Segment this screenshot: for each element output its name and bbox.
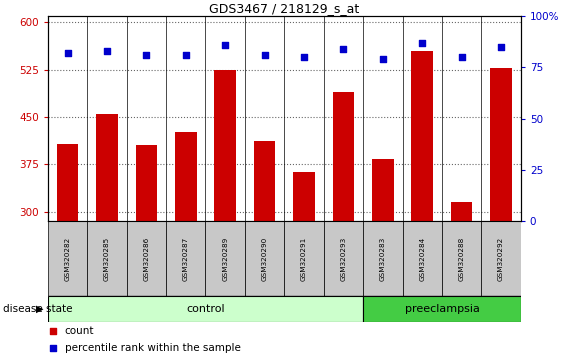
Text: preeclampsia: preeclampsia <box>405 304 479 314</box>
Bar <box>245 221 284 296</box>
Text: GSM320289: GSM320289 <box>222 236 228 280</box>
Bar <box>490 68 512 221</box>
Text: GSM320286: GSM320286 <box>144 236 149 280</box>
Bar <box>403 221 442 296</box>
Text: percentile rank within the sample: percentile rank within the sample <box>65 343 240 353</box>
Bar <box>96 114 118 221</box>
Text: control: control <box>186 304 225 314</box>
Point <box>49 328 58 334</box>
Bar <box>363 221 403 296</box>
Text: GSM320293: GSM320293 <box>341 236 346 280</box>
Bar <box>333 92 354 221</box>
Point <box>260 52 269 58</box>
Bar <box>293 172 315 221</box>
Bar <box>481 221 521 296</box>
Text: GSM320284: GSM320284 <box>419 236 425 280</box>
Text: GSM320292: GSM320292 <box>498 236 504 280</box>
Point <box>497 44 506 50</box>
Bar <box>166 221 205 296</box>
Point <box>221 42 230 47</box>
Bar <box>372 159 394 221</box>
Bar <box>127 221 166 296</box>
Text: GSM320285: GSM320285 <box>104 236 110 280</box>
Bar <box>175 132 196 221</box>
Bar <box>87 221 127 296</box>
Point <box>339 46 348 52</box>
Point <box>300 54 309 60</box>
Text: count: count <box>65 326 94 336</box>
Bar <box>136 145 157 221</box>
Point <box>142 52 151 58</box>
Bar <box>48 296 363 322</box>
Point <box>49 346 58 351</box>
Bar <box>451 202 472 221</box>
Bar <box>324 221 363 296</box>
Bar <box>48 221 87 296</box>
Bar <box>215 70 236 221</box>
Point <box>102 48 111 54</box>
Point <box>418 40 427 45</box>
Text: disease state: disease state <box>3 304 72 314</box>
Text: GSM320283: GSM320283 <box>380 236 386 280</box>
Text: ▶: ▶ <box>35 304 43 314</box>
Point <box>457 54 466 60</box>
Text: GSM320291: GSM320291 <box>301 236 307 280</box>
Bar <box>442 221 481 296</box>
Bar <box>57 144 78 221</box>
Bar <box>254 141 275 221</box>
Point <box>63 50 72 56</box>
Bar <box>363 296 521 322</box>
Title: GDS3467 / 218129_s_at: GDS3467 / 218129_s_at <box>209 2 359 15</box>
Point <box>378 56 387 62</box>
Text: GSM320282: GSM320282 <box>65 236 70 280</box>
Point <box>181 52 190 58</box>
Bar <box>205 221 245 296</box>
Text: GSM320290: GSM320290 <box>262 236 267 280</box>
Bar <box>412 51 433 221</box>
Text: GSM320288: GSM320288 <box>459 236 464 280</box>
Bar <box>284 221 324 296</box>
Text: GSM320287: GSM320287 <box>183 236 189 280</box>
